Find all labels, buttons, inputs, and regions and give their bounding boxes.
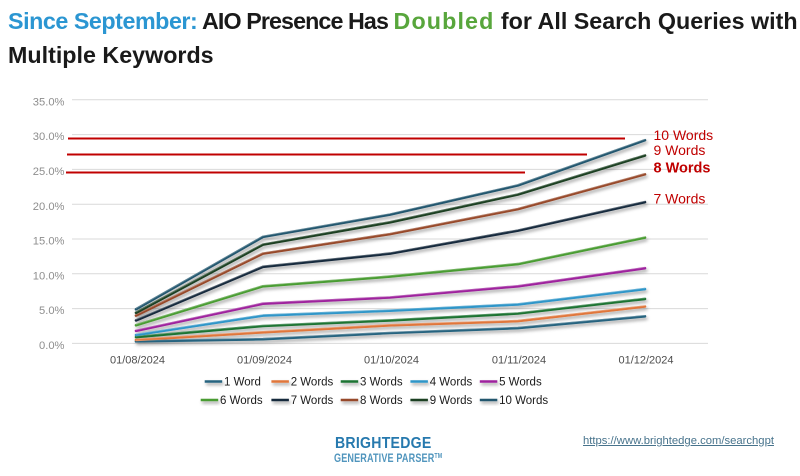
svg-text:01/08/2024: 01/08/2024 (110, 355, 165, 367)
svg-text:0.0%: 0.0% (39, 340, 65, 352)
svg-text:01/10/2024: 01/10/2024 (364, 355, 419, 367)
svg-text:10 Words: 10 Words (654, 127, 714, 143)
svg-text:35.0%: 35.0% (33, 96, 65, 108)
svg-text:15.0%: 15.0% (33, 236, 65, 248)
svg-text:7 Words: 7 Words (654, 191, 706, 207)
svg-text:9 Words: 9 Words (654, 142, 706, 158)
svg-text:9 Words: 9 Words (430, 395, 473, 407)
svg-text:8 Words: 8 Words (654, 161, 711, 177)
svg-text:2 Words: 2 Words (291, 377, 334, 389)
svg-text:20.0%: 20.0% (33, 201, 65, 213)
svg-text:10.0%: 10.0% (33, 270, 65, 282)
svg-text:1 Word: 1 Word (224, 377, 261, 389)
svg-text:01/09/2024: 01/09/2024 (237, 355, 292, 367)
svg-text:4 Words: 4 Words (430, 377, 473, 389)
svg-text:01/12/2024: 01/12/2024 (618, 355, 673, 367)
svg-text:5.0%: 5.0% (39, 305, 65, 317)
svg-text:7 Words: 7 Words (291, 395, 334, 407)
svg-text:3 Words: 3 Words (360, 377, 403, 389)
svg-text:8 Words: 8 Words (360, 395, 403, 407)
svg-text:25.0%: 25.0% (33, 166, 65, 178)
svg-text:5 Words: 5 Words (499, 377, 542, 389)
svg-text:01/11/2024: 01/11/2024 (492, 355, 546, 367)
svg-text:6 Words: 6 Words (220, 395, 263, 407)
svg-text:10 Words: 10 Words (499, 395, 548, 407)
svg-text:30.0%: 30.0% (33, 131, 65, 143)
